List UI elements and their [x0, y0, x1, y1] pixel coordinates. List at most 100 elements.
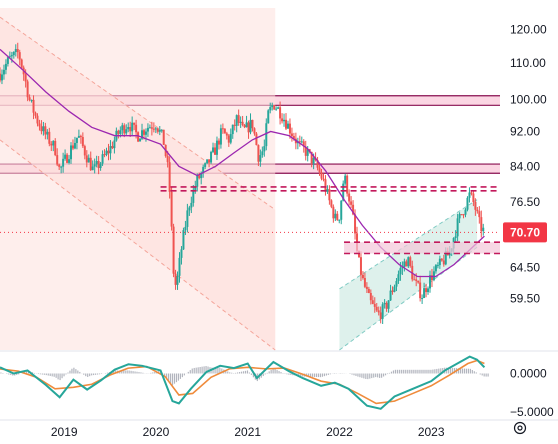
candle-body — [434, 265, 437, 272]
candle-body — [436, 265, 439, 267]
axes-layer: 120.00 110.00 100.00 92.00 84.00 76.50 64.50 59… — [0, 23, 558, 439]
candle-body — [156, 128, 159, 132]
candle-body — [393, 286, 396, 292]
candle-body — [184, 226, 187, 231]
channel-upper-line-ascending — [339, 199, 478, 290]
candle-body — [253, 128, 256, 134]
candle-body — [0, 74, 3, 81]
candle-body — [482, 227, 485, 232]
candle-body — [103, 154, 106, 156]
candle-body — [365, 286, 368, 289]
candle-body — [227, 135, 230, 143]
candle-body — [36, 115, 39, 124]
candle-body — [255, 133, 258, 146]
candle-body — [215, 140, 218, 155]
candle-body — [458, 214, 461, 219]
candle-body — [133, 122, 136, 125]
candle-body — [421, 298, 424, 300]
candle-body — [474, 202, 477, 210]
candle-body — [180, 249, 183, 258]
price-axis-tick: 84.00 — [510, 159, 540, 173]
candle-body — [279, 107, 282, 119]
candle-body — [373, 303, 376, 307]
candle-body — [324, 179, 327, 192]
candle-body — [200, 173, 203, 179]
channel-lower-line-descending — [0, 139, 276, 351]
candle-body — [397, 274, 400, 281]
channels-layer — [0, 8, 478, 351]
candle-body — [261, 151, 264, 156]
candle-body — [430, 275, 433, 281]
candle-body — [340, 200, 343, 220]
candle-body — [0, 73, 1, 81]
candle-body — [135, 124, 138, 133]
gear-icon-ring — [513, 421, 527, 435]
candle-body — [237, 115, 240, 123]
last-price-layer: 70.70 — [0, 222, 547, 243]
candle-body — [196, 175, 199, 187]
candle-body — [117, 130, 120, 134]
candle-body — [139, 138, 142, 142]
candle-body — [405, 261, 408, 267]
moving-average-layer — [0, 48, 485, 278]
time-axis-tick: 2022 — [326, 425, 353, 439]
candle-body — [249, 119, 252, 133]
candle-body — [399, 268, 402, 275]
candle-body — [26, 81, 29, 98]
candle-body — [2, 69, 5, 75]
candle-body — [93, 164, 96, 167]
candle-body — [146, 127, 149, 132]
candle-body — [176, 275, 179, 285]
candle-body — [105, 150, 108, 155]
candle-body — [217, 140, 220, 145]
ui-layer — [513, 421, 527, 435]
candle-body — [415, 279, 418, 281]
candle-body — [338, 219, 341, 221]
candle-body — [89, 157, 92, 171]
candle-body — [48, 131, 51, 144]
channel-body-descending — [0, 17, 276, 351]
candle-body — [85, 155, 88, 163]
candle-body — [123, 125, 126, 134]
levels-layer — [160, 186, 500, 255]
candle-body — [350, 201, 353, 205]
candle-body — [125, 129, 128, 134]
candle-body — [44, 126, 47, 135]
candle-body — [318, 167, 321, 173]
candle-body — [24, 74, 27, 82]
time-axis-tick: 2020 — [143, 425, 170, 439]
candle-body — [346, 175, 349, 194]
candle-body — [174, 273, 177, 285]
candle-body — [381, 304, 384, 319]
candle-body — [81, 137, 84, 147]
candle-body — [229, 134, 232, 143]
candle-body — [288, 123, 291, 134]
candle-body — [202, 166, 205, 174]
gear-icon[interactable] — [513, 421, 527, 435]
candle-body — [66, 154, 69, 163]
channel-body-ascending — [339, 199, 478, 350]
gear-icon-hub — [517, 425, 523, 431]
candle-body — [429, 275, 431, 289]
candle-body — [472, 193, 475, 203]
candle-body — [144, 131, 147, 135]
candle-body — [290, 133, 293, 137]
oscillator-layer — [0, 350, 558, 410]
candle-body — [192, 189, 195, 203]
candle-body — [42, 126, 45, 132]
candle-body — [385, 302, 388, 309]
candle-body — [142, 130, 145, 135]
candle-body — [277, 107, 280, 109]
candle-body — [64, 154, 67, 159]
candle-body — [214, 147, 216, 155]
candle-body — [141, 130, 144, 139]
candle-body — [286, 123, 289, 129]
candle-body — [70, 145, 73, 160]
candle-body — [342, 183, 345, 201]
candle-body — [306, 149, 309, 156]
candle-body — [369, 292, 372, 301]
candle-body — [419, 282, 422, 299]
candle-body — [58, 164, 61, 167]
